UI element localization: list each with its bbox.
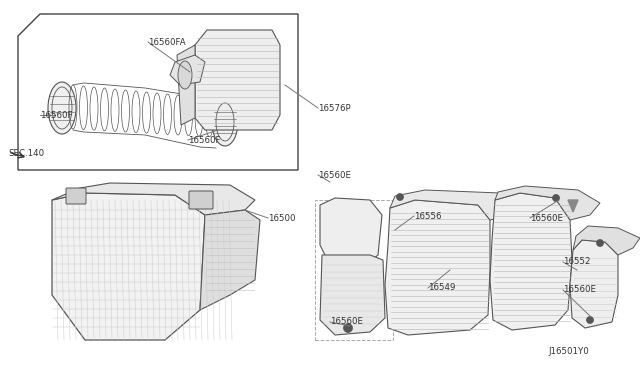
Text: J16501Y0: J16501Y0 [548,347,589,356]
Polygon shape [195,30,280,130]
Polygon shape [568,200,578,212]
Text: 16549: 16549 [428,283,456,292]
Ellipse shape [48,82,76,134]
Polygon shape [495,186,600,220]
Polygon shape [52,193,205,340]
Polygon shape [390,190,522,220]
Text: 16560E: 16560E [563,285,596,295]
Polygon shape [320,255,385,335]
Polygon shape [570,240,618,328]
FancyBboxPatch shape [189,191,213,209]
Text: SEC.140: SEC.140 [8,148,44,157]
Text: 16556: 16556 [414,212,442,221]
Circle shape [552,195,559,202]
Ellipse shape [212,98,238,146]
Text: 16560F: 16560F [188,135,221,144]
Circle shape [397,193,403,201]
Text: 16560E: 16560E [330,317,363,327]
Polygon shape [200,210,260,310]
Text: 16560E: 16560E [318,170,351,180]
Text: 16576P: 16576P [318,103,351,112]
Text: 16560F: 16560F [40,110,72,119]
Polygon shape [177,45,195,125]
Ellipse shape [178,61,192,89]
Polygon shape [320,198,382,270]
Text: 16560FA: 16560FA [148,38,186,46]
Polygon shape [385,200,490,335]
Circle shape [586,317,593,324]
Circle shape [596,240,604,247]
Text: 16500: 16500 [268,214,296,222]
Polygon shape [490,193,572,330]
FancyBboxPatch shape [66,188,86,204]
Circle shape [344,324,353,333]
Polygon shape [52,183,255,215]
Polygon shape [170,55,205,85]
Text: 16560E: 16560E [530,214,563,222]
Text: 16552: 16552 [563,257,591,266]
Bar [315,200,393,340]
Polygon shape [573,226,640,255]
